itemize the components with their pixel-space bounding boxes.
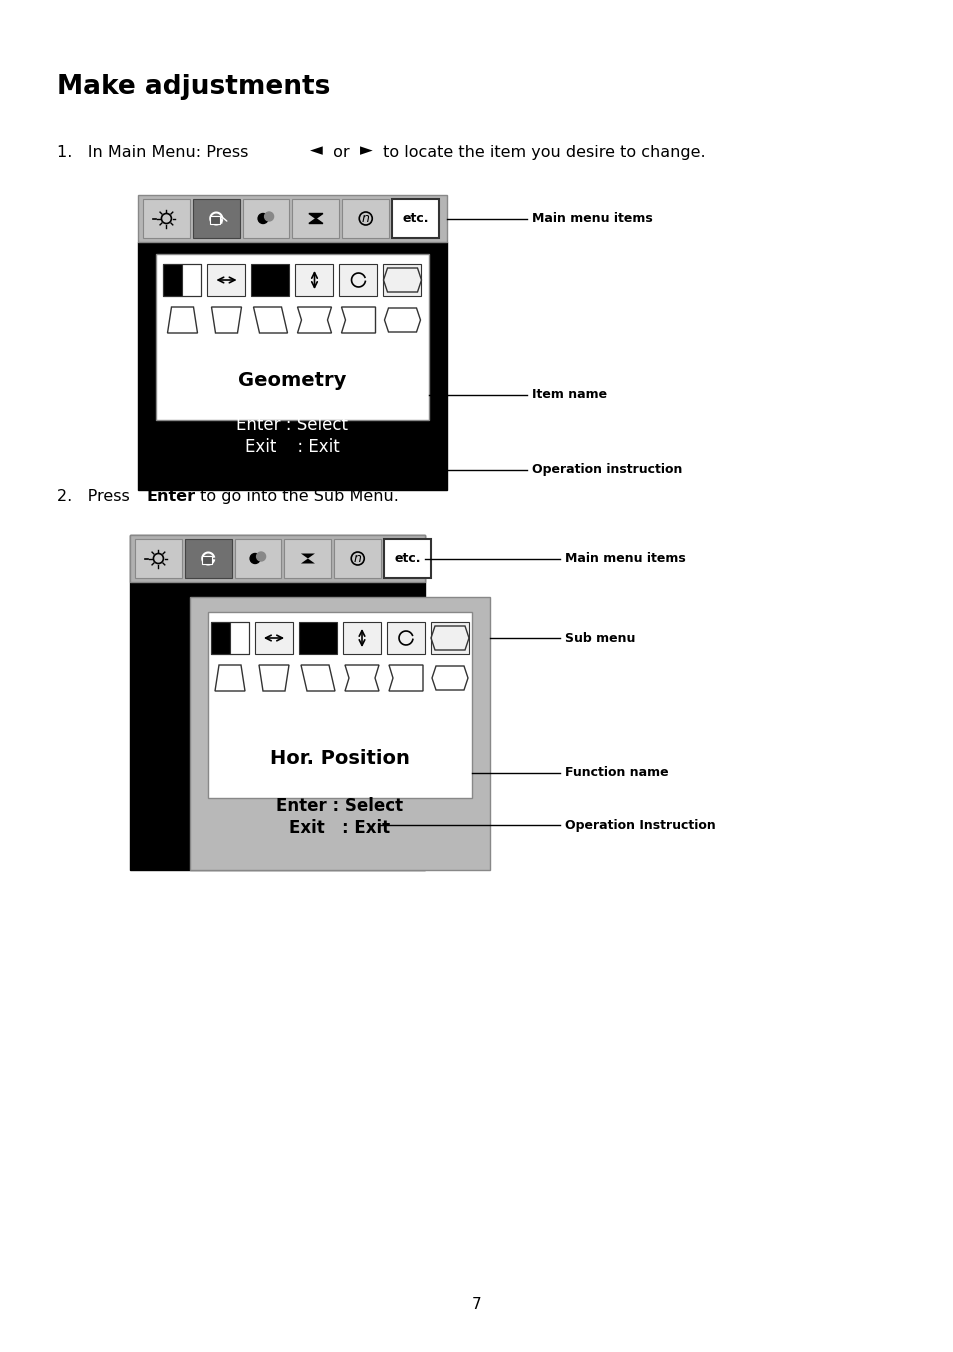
Text: Sub menu: Sub menu <box>564 631 635 645</box>
Text: 2.   Press: 2. Press <box>57 489 134 504</box>
Bar <box>130 535 424 869</box>
Bar <box>138 195 447 242</box>
Bar <box>193 199 239 238</box>
Bar <box>185 539 232 579</box>
Text: 1.   In Main Menu: Press: 1. In Main Menu: Press <box>57 145 253 160</box>
Bar <box>211 622 230 654</box>
Bar <box>156 254 429 420</box>
Polygon shape <box>300 553 314 558</box>
Text: to locate the item you desire to change.: to locate the item you desire to change. <box>377 145 705 160</box>
Text: Geometry: Geometry <box>238 370 346 389</box>
Text: etc.: etc. <box>402 212 429 224</box>
Text: n: n <box>354 552 361 565</box>
Bar <box>208 612 472 798</box>
Bar <box>138 242 447 489</box>
Text: Operation Instruction: Operation Instruction <box>564 818 715 831</box>
Text: Function name: Function name <box>564 767 668 780</box>
Text: to go into the Sub Menu.: to go into the Sub Menu. <box>194 489 398 504</box>
Bar <box>383 264 421 296</box>
Bar <box>293 199 339 238</box>
Bar <box>163 264 201 296</box>
Text: Exit    : Exit: Exit : Exit <box>245 438 339 456</box>
Bar <box>339 264 377 296</box>
Bar <box>387 622 424 654</box>
Polygon shape <box>309 219 322 223</box>
Text: etc.: etc. <box>394 552 420 565</box>
Bar <box>130 535 424 581</box>
Bar <box>208 264 245 296</box>
Text: Enter: Enter <box>147 489 196 504</box>
Text: ►: ► <box>359 141 373 160</box>
Text: 7: 7 <box>472 1297 481 1311</box>
Bar <box>252 264 289 296</box>
Bar <box>143 199 190 238</box>
Bar <box>342 199 389 238</box>
Bar <box>202 556 212 564</box>
Bar <box>190 598 490 869</box>
Bar <box>343 622 380 654</box>
Text: Hor. Position: Hor. Position <box>270 749 410 768</box>
Text: Enter : Select: Enter : Select <box>236 416 348 434</box>
Circle shape <box>258 214 268 223</box>
Bar <box>284 539 331 579</box>
Bar <box>295 264 334 296</box>
Bar <box>234 539 281 579</box>
Text: ◄: ◄ <box>310 141 322 160</box>
Text: Operation instruction: Operation instruction <box>532 464 681 476</box>
Bar <box>384 539 431 579</box>
Bar <box>182 264 201 296</box>
Text: Make adjustments: Make adjustments <box>57 74 330 100</box>
Circle shape <box>256 552 265 561</box>
Text: Main menu items: Main menu items <box>532 212 652 224</box>
Bar <box>230 622 249 654</box>
Bar <box>135 539 182 579</box>
Text: or: or <box>328 145 355 160</box>
Bar <box>211 622 249 654</box>
Bar <box>392 199 438 238</box>
Bar <box>298 622 336 654</box>
Bar <box>334 539 381 579</box>
Text: Exit   : Exit: Exit : Exit <box>289 819 390 837</box>
Circle shape <box>250 553 260 564</box>
Bar <box>242 199 289 238</box>
Bar <box>254 622 293 654</box>
Text: Main menu items: Main menu items <box>564 552 685 565</box>
Bar <box>163 264 182 296</box>
Circle shape <box>264 212 274 220</box>
Bar <box>431 622 469 654</box>
Polygon shape <box>300 558 314 564</box>
Text: n: n <box>361 212 370 224</box>
Text: Enter : Select: Enter : Select <box>276 796 403 815</box>
Polygon shape <box>309 214 322 219</box>
Text: Item name: Item name <box>532 388 606 402</box>
Bar <box>210 215 220 223</box>
